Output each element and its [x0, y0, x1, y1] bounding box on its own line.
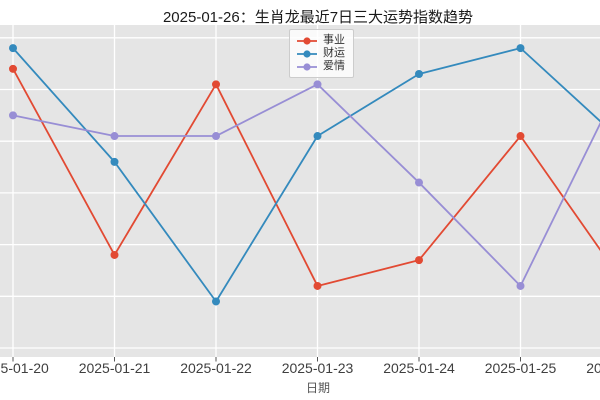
data-point — [313, 80, 322, 89]
x-tick-label: 2025-01-26 — [586, 360, 600, 376]
x-tick-label: 2025-01-24 — [383, 360, 455, 376]
x-tick-label: 2025-01-20 — [0, 360, 49, 376]
data-point — [9, 111, 17, 120]
series-line-0 — [12, 67, 600, 287]
x-tick-label: 2025-01-25 — [484, 360, 557, 376]
series-layer — [9, 44, 600, 306]
data-point — [212, 132, 220, 141]
legend-item: 事业 — [296, 34, 349, 47]
data-point — [9, 44, 17, 53]
legend: 事业 财运 爱情 — [289, 29, 354, 78]
x-tick-label: 2025-01-21 — [78, 360, 151, 376]
data-point — [415, 178, 423, 187]
data-point — [110, 157, 119, 166]
data-point — [212, 297, 220, 306]
legend-item: 爱情 — [296, 60, 349, 73]
series-line-2 — [12, 83, 600, 287]
chart-title: 2025-01-26：生肖龙最近7日三大运势指数趋势 — [162, 9, 474, 26]
data-point — [516, 44, 525, 53]
data-point — [212, 80, 220, 89]
data-point — [313, 281, 322, 290]
x-tick-label: 2025-01-22 — [180, 360, 252, 376]
data-point — [415, 256, 423, 265]
data-point — [313, 132, 322, 141]
x-axis-label: 日期 — [305, 381, 331, 395]
x-tick-marks — [12, 357, 521, 362]
legend-line-marker-icon — [297, 49, 317, 58]
legend-item-label: 事业 — [323, 34, 345, 46]
data-point — [9, 64, 17, 73]
data-point — [110, 250, 119, 259]
plot-area — [0, 25, 600, 357]
legend-line-marker-icon — [297, 36, 317, 45]
data-point — [516, 281, 525, 290]
legend-item: 财运 — [296, 47, 349, 60]
legend-item-label: 财运 — [323, 47, 345, 59]
legend-line-marker-icon — [297, 62, 317, 71]
data-point — [110, 132, 119, 141]
data-point — [415, 69, 423, 78]
x-tick-label: 2025-01-23 — [281, 360, 354, 376]
data-point — [516, 132, 525, 141]
legend-item-label: 爱情 — [323, 60, 345, 72]
